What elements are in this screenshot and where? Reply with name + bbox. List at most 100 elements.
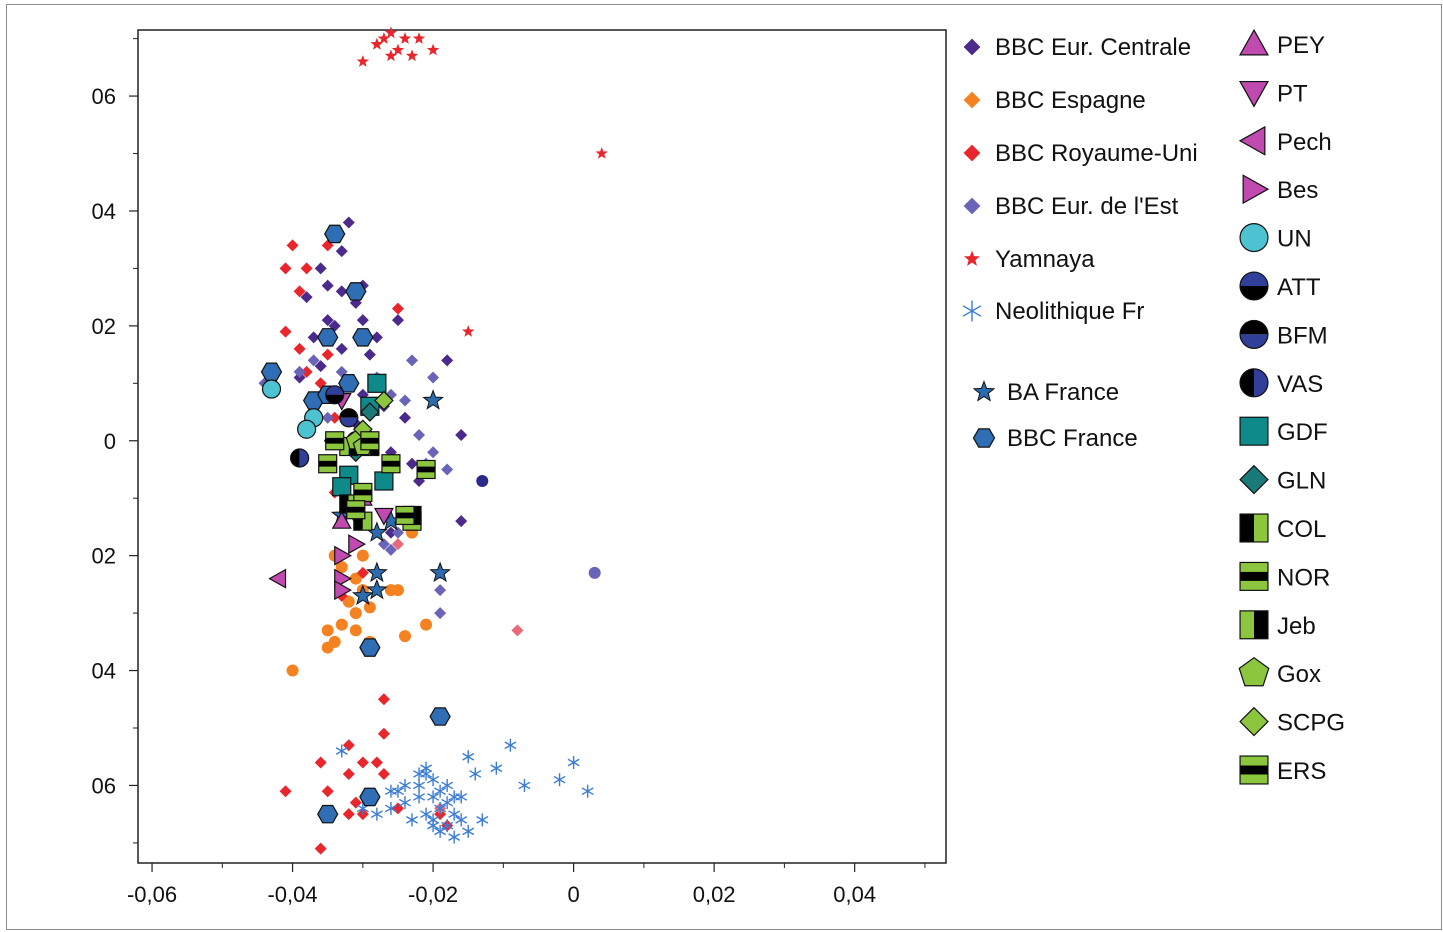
data-point <box>345 282 367 301</box>
data-point <box>300 262 313 275</box>
data-point <box>448 807 461 821</box>
data-point <box>342 595 355 608</box>
legend-marker <box>1239 223 1269 253</box>
data-point <box>595 147 608 159</box>
y-tick-label: 0 <box>104 429 116 454</box>
data-point <box>391 43 405 56</box>
series-unlabeled-5 <box>588 566 601 579</box>
data-point <box>413 790 426 804</box>
data-point <box>363 601 376 614</box>
legend-marker <box>1239 464 1269 495</box>
plot-area <box>137 29 947 864</box>
data-point <box>353 482 373 503</box>
x-tick-label: -0,04 <box>267 882 317 907</box>
data-point <box>367 373 387 393</box>
data-point <box>441 796 454 810</box>
data-point <box>261 379 282 399</box>
legend-label: Gox <box>1277 661 1321 688</box>
data-point <box>349 624 362 637</box>
data-point <box>455 790 468 804</box>
data-point <box>356 801 369 815</box>
data-point <box>462 824 475 838</box>
data-point <box>370 807 383 821</box>
legend-marker <box>1239 271 1269 301</box>
data-point <box>335 285 348 298</box>
data-point <box>321 785 334 798</box>
data-point <box>321 314 334 327</box>
data-point <box>581 784 594 798</box>
data-point <box>335 618 348 631</box>
data-point <box>307 331 320 344</box>
data-point <box>342 216 355 229</box>
data-point <box>462 750 475 764</box>
data-point <box>427 813 440 827</box>
data-point <box>293 285 306 298</box>
data-point <box>384 801 397 815</box>
data-point <box>391 314 404 327</box>
legend-label: BBC Royaume-Uni <box>995 140 1198 167</box>
legend-label: Yamnaya <box>995 246 1095 273</box>
x-tick-label: 0 <box>567 882 579 907</box>
legend-label: BBC Eur. de l'Est <box>995 193 1179 220</box>
data-point <box>370 331 383 344</box>
series-bbc-france <box>260 224 451 824</box>
legend: BBC Eur. Centrale BBC Espagne BBC Royaume-… <box>962 28 1345 785</box>
data-point <box>462 325 475 337</box>
data-point <box>363 348 376 361</box>
data-point <box>377 538 390 551</box>
data-point <box>441 354 454 367</box>
data-point <box>360 402 380 422</box>
data-point <box>300 291 313 304</box>
legend-label: BBC Espagne <box>995 87 1146 114</box>
data-point <box>300 365 313 378</box>
data-points <box>258 26 608 855</box>
legend-label: Jeb <box>1277 613 1316 640</box>
data-point <box>370 756 383 769</box>
x-tick-label: -0,06 <box>127 882 177 907</box>
data-point <box>352 328 374 347</box>
legend-marker <box>1239 28 1269 56</box>
data-point <box>359 787 381 807</box>
data-point <box>395 505 415 526</box>
data-point <box>441 778 454 792</box>
legend-label: ATT <box>1277 274 1321 301</box>
data-point <box>279 325 292 338</box>
data-point <box>321 348 334 361</box>
data-point <box>413 767 426 781</box>
data-point <box>427 790 440 804</box>
y-tick-label: 06 <box>92 84 116 109</box>
data-point <box>351 584 374 606</box>
legend-marker <box>963 38 981 56</box>
series-un <box>261 379 324 439</box>
data-point <box>384 526 397 539</box>
legend-marker <box>1239 706 1269 737</box>
legend-marker <box>963 197 981 215</box>
data-point <box>321 624 334 637</box>
data-point <box>356 549 369 562</box>
data-point <box>348 534 367 555</box>
legend-marker <box>963 144 981 162</box>
data-point <box>406 813 418 827</box>
data-point <box>381 454 401 474</box>
data-point <box>260 362 283 382</box>
data-point <box>332 477 352 497</box>
data-point <box>398 394 411 407</box>
data-point <box>373 507 394 526</box>
data-point <box>360 431 380 451</box>
data-point <box>293 342 306 355</box>
data-point <box>405 49 419 62</box>
data-point <box>335 744 348 758</box>
data-point <box>268 568 287 589</box>
legend-label: ERS <box>1277 758 1326 785</box>
data-point <box>434 584 447 597</box>
data-point <box>366 578 388 600</box>
x-tick-label: 0,04 <box>833 882 876 907</box>
data-point <box>359 638 381 657</box>
data-point <box>434 824 447 838</box>
legend-marker <box>1239 513 1269 543</box>
series-neolithique-fr <box>335 738 594 844</box>
data-point <box>314 360 327 373</box>
data-point <box>377 767 390 780</box>
data-point <box>334 580 352 601</box>
data-point <box>290 448 310 468</box>
